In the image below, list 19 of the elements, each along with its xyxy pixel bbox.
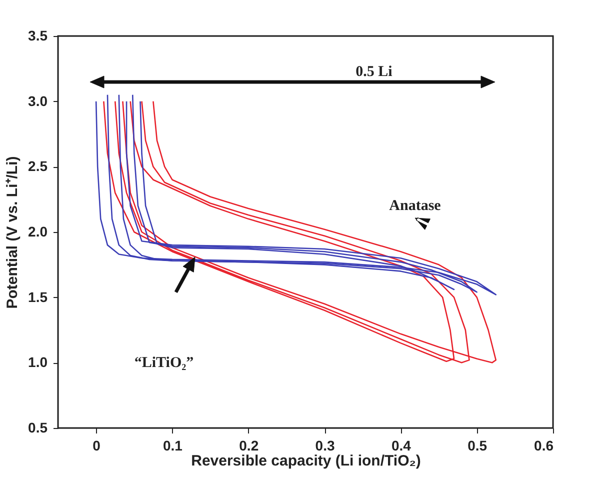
x-tick-label: 0.6 <box>534 438 554 454</box>
y-tick-label: 1.0 <box>28 354 48 370</box>
y-axis-title: Potential (V vs. Li⁺/Li) <box>4 156 22 309</box>
y-tick-label: 3.5 <box>28 28 48 44</box>
x-tick-label: 0.2 <box>239 438 259 454</box>
x-tick-label: 0.1 <box>162 438 183 454</box>
x-axis-title: Reversible capacity (Li ion/TiO₂) <box>191 452 421 470</box>
x-tick-label: 0.3 <box>315 438 335 454</box>
x-tick-label: 0.4 <box>391 438 412 454</box>
y-tick-label: 2.0 <box>28 224 48 240</box>
x-tick-label: 0.5 <box>468 438 488 454</box>
annotation: Anatase <box>389 198 442 214</box>
annotation: 0.5 Li <box>356 64 392 80</box>
y-tick-label: 1.5 <box>28 288 48 305</box>
y-tick-label: 3.0 <box>28 92 48 109</box>
y-tick-label: 0.5 <box>28 420 48 436</box>
annotation: “LiTiO₂” <box>134 355 194 371</box>
x-tick-label: 0 <box>92 438 101 454</box>
y-tick-label: 2.5 <box>28 158 48 174</box>
